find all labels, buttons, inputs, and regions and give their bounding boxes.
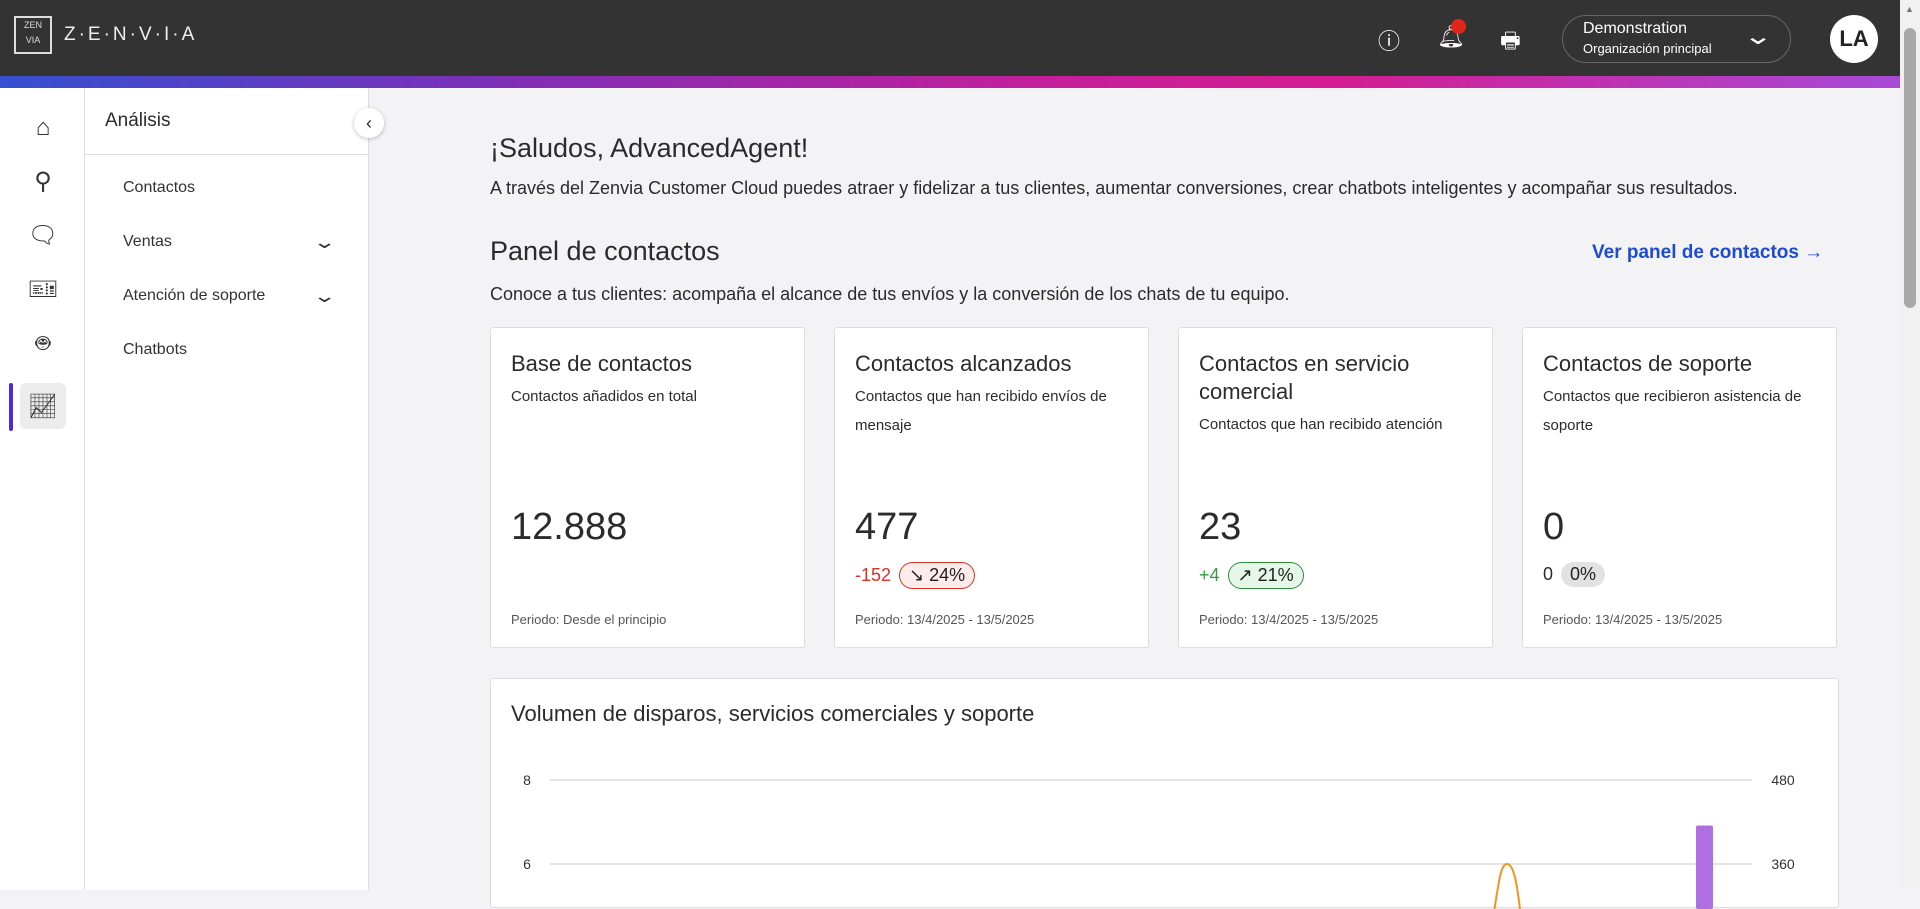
card-title: Base de contactos [511,350,784,378]
card-period: Periodo: 13/4/2025 - 13/5/2025 [1199,612,1378,627]
bar-mark [1696,826,1713,909]
analytics-icon[interactable]: 📈︎ [20,383,66,429]
organization-selector[interactable]: Demonstration Organización principal ⌄ [1562,15,1791,63]
chevron-down-icon: ⌄ [1743,22,1773,51]
trend-down-badge: ↘ 24% [899,562,975,589]
inbox-icon[interactable]: 🖶︎ [1500,24,1521,62]
subnav-title: Análisis [85,88,368,155]
icon-rail: ⌂ ⚲ 🗨︎ 🎫︎ 🤖︎ 📈︎ [0,88,85,890]
card-contactos-soporte: Contactos de soporte Contactos que recib… [1522,327,1837,648]
y-left-tick-label: 6 [523,856,531,872]
card-title: Contactos de soporte [1543,350,1816,378]
chevron-left-icon: ‹ [366,113,372,134]
card-value: 477 [855,506,918,549]
chevron-down-icon: ⌄ [312,232,336,253]
chat-icon[interactable]: 🗨︎ [20,212,66,258]
page-scrollbar[interactable]: ▲ [1900,0,1920,890]
home-icon[interactable]: ⌂ [20,105,66,151]
card-desc: Contactos que han recibido atención [1199,410,1472,439]
panel-description: Conoce a tus clientes: acompaña el alcan… [490,284,1290,305]
notification-dot [1451,19,1466,34]
y-right-tick-label: 360 [1771,856,1795,872]
card-value: 23 [1199,506,1241,549]
person-icon[interactable]: ⚲ [20,158,66,204]
view-contacts-panel-link[interactable]: Ver panel de contactos → [1592,242,1823,264]
avatar[interactable]: LA [1830,15,1878,63]
panel-title: Panel de contactos [490,236,720,267]
trend-flat-badge: 0% [1561,562,1605,587]
card-delta: 0 [1543,564,1553,585]
item-label: Atención de soporte [123,287,265,305]
bot-icon[interactable]: 🤖︎ [20,320,66,366]
item-label: Contactos [123,179,195,197]
subnav-item-contactos[interactable]: Contactos [85,161,368,215]
card-base-contactos: Base de contactos Contactos añadidos en … [490,327,805,648]
card-desc: Contactos que recibieron asistencia de s… [1543,382,1816,440]
item-label: Chatbots [123,341,187,359]
brand-name: Z·E·N·V·I·A [64,24,197,46]
card-value: 0 [1543,506,1564,549]
card-desc: Contactos añadidos en total [511,382,784,411]
card-value: 12.888 [511,506,627,549]
card-desc: Contactos que han recibido envíos de men… [855,382,1128,440]
y-right-tick-label: 480 [1771,772,1795,788]
card-period: Periodo: 13/4/2025 - 13/5/2025 [1543,612,1722,627]
subnav-item-ventas[interactable]: Ventas ⌄ [85,215,368,269]
subnav-item-chatbots[interactable]: Chatbots [85,323,368,377]
y-left-tick-label: 8 [523,772,531,788]
volume-chart-card: Volumen de disparos, servicios comercial… [490,678,1839,908]
intro-text: A través del Zenvia Customer Cloud puede… [490,178,1738,199]
card-title: Contactos alcanzados [855,350,1128,378]
collapse-sidebar-button[interactable]: ‹ [354,108,384,138]
active-indicator [9,383,13,431]
card-delta: -152 [855,565,891,586]
scrollbar-thumb[interactable] [1904,28,1916,308]
line-series [1493,864,1521,909]
ticket-icon[interactable]: 🎫︎ [20,266,66,312]
item-label: Ventas [123,233,172,251]
card-title: Contactos en servicio comercial [1199,350,1472,406]
volume-chart: 8 480 6 360 [491,679,1840,909]
card-period: Periodo: Desde el principio [511,612,666,627]
card-contactos-alcanzados: Contactos alcanzados Contactos que han r… [834,327,1149,648]
card-contactos-servicio-comercial: Contactos en servicio comercial Contacto… [1178,327,1493,648]
greeting: ¡Saludos, AdvancedAgent! [490,133,808,164]
card-period: Periodo: 13/4/2025 - 13/5/2025 [855,612,1034,627]
trend-up-badge: ↗ 21% [1228,562,1304,589]
scroll-up-icon[interactable]: ▲ [1905,4,1914,14]
help-icon[interactable]: ⓘ [1378,24,1400,56]
card-delta: +4 [1199,565,1220,586]
brand-gradient-bar [0,76,1900,88]
analytics-subnav: Análisis Contactos Ventas ⌄ Atención de s… [85,88,369,890]
chevron-down-icon: ⌄ [312,286,336,307]
subnav-item-atencion-soporte[interactable]: Atención de soporte ⌄ [85,269,368,323]
